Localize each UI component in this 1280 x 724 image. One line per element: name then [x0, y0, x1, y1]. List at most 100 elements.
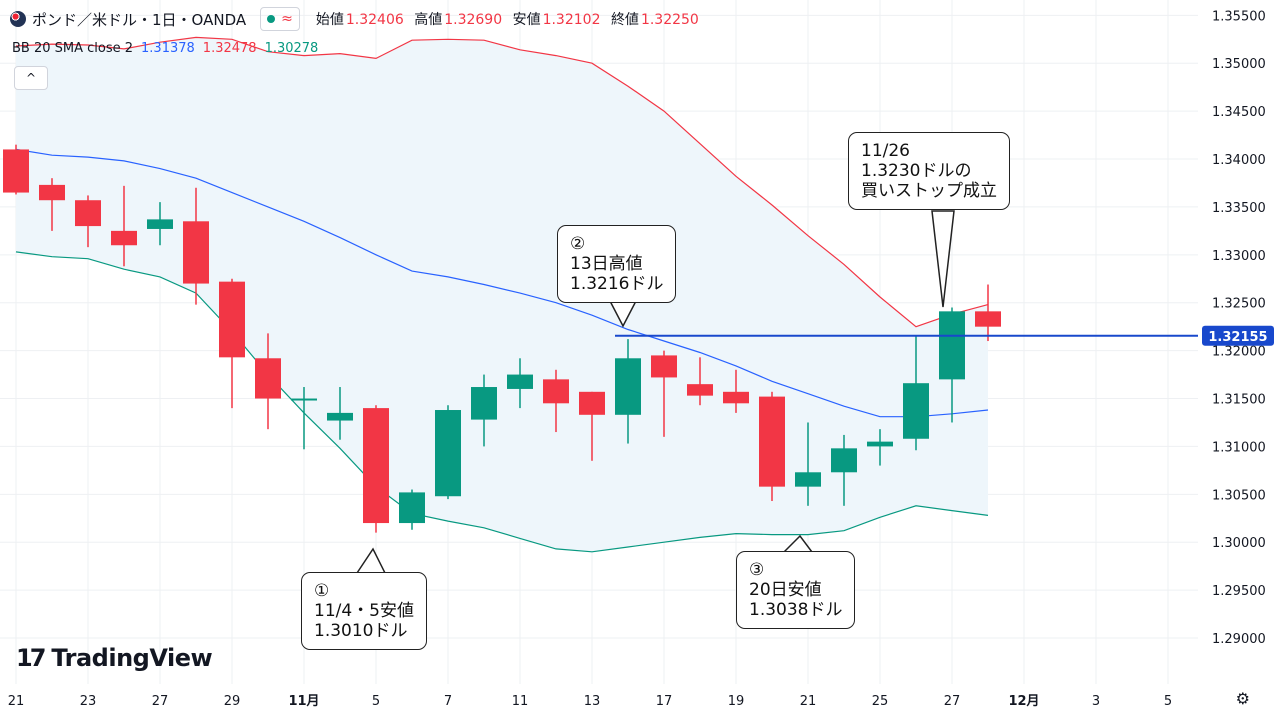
market-status-badge[interactable]: ≈ [260, 7, 300, 31]
candle-body [507, 374, 533, 389]
wave-icon: ≈ [281, 11, 293, 27]
time-axis: 21 23 27 29 11月 5 7 11 13 17 19 21 25 27 12月 3 5 [8, 694, 1172, 709]
time-tick-label: 25 [872, 694, 889, 709]
candle [903, 336, 929, 451]
bb-basis-value: 1.31378 [141, 40, 195, 56]
candle [795, 422, 821, 506]
candle [543, 369, 569, 433]
price-tick-label: 1.30000 [1212, 536, 1266, 551]
candle-body [183, 221, 209, 284]
time-axis-bg [0, 684, 1280, 720]
candle [867, 429, 893, 466]
price-tick-label: 1.33000 [1212, 249, 1266, 264]
bb-upper-value: 1.32478 [202, 40, 257, 56]
market-open-dot-icon [267, 15, 276, 23]
candle-body [615, 358, 641, 415]
tradingview-logo[interactable]: 17 TradingView [16, 644, 213, 672]
chart-header: ポンド／米ドル・1日・OANDA ≈ 始値 1.32406 高値 1.32690 安… [0, 0, 699, 38]
time-tick-label: 11 [512, 694, 529, 709]
price-tick-label: 1.29000 [1212, 632, 1266, 647]
price-tick-label: 1.32500 [1212, 297, 1266, 312]
candle [759, 391, 785, 502]
candle [975, 284, 1001, 342]
candle-body [219, 281, 245, 358]
bollinger-upper-line [15, 36, 989, 328]
candle [687, 357, 713, 406]
candle [651, 350, 677, 437]
candle [507, 358, 533, 409]
candle [255, 333, 281, 430]
candle [183, 187, 209, 305]
annotation-buy-stop-11-26: 11/26 1.3230ドルの 買いストップ成立 [848, 132, 1010, 210]
time-tick-label: 19 [728, 694, 745, 709]
callout-pointers [355, 210, 955, 574]
time-tick-label: 21 [800, 694, 817, 709]
bollinger-band-fill [16, 37, 988, 552]
candle-body [831, 448, 857, 473]
candle [291, 387, 317, 450]
annotation-high-13: ② 13日高値 1.3216ドル [557, 225, 677, 303]
annotation-low-20: ③ 20日安値 1.3038ドル [736, 551, 856, 629]
candle [579, 391, 605, 461]
indicator-legend[interactable]: BB 20 SMA close 2 1.31378 1.32478 1.3027… [12, 38, 326, 58]
candle-body [111, 230, 137, 246]
candle-body [795, 472, 821, 487]
candle-body [363, 408, 389, 524]
candle-body [543, 379, 569, 404]
candle [471, 374, 497, 447]
candle-body [291, 398, 317, 401]
bb-lower-value: 1.30278 [264, 40, 319, 56]
candle-body [255, 358, 281, 399]
price-label-text: 1.32155 [1208, 330, 1267, 345]
collapse-legend-button[interactable]: ^ [14, 66, 48, 90]
time-tick-label: 13 [584, 694, 601, 709]
candle-body [399, 492, 425, 524]
price-tick-label: 1.34000 [1212, 153, 1266, 168]
candles [3, 144, 1001, 533]
open-label: 始値 [315, 12, 344, 28]
time-tick-label: 5 [372, 694, 380, 709]
chevron-up-icon: ^ [25, 71, 37, 85]
time-tick-label: 12月 [1008, 694, 1039, 709]
time-tick-label: 5 [1164, 694, 1172, 709]
candle-body [723, 391, 749, 404]
last-price-label: 1.32155 [1202, 325, 1274, 346]
time-tick-label: 27 [152, 694, 169, 709]
candle [723, 369, 749, 413]
candle [219, 278, 245, 409]
candle-body [39, 184, 65, 201]
price-tick-label: 1.31000 [1212, 440, 1266, 455]
close-value: 1.32250 [640, 12, 699, 28]
time-tick-label: 23 [80, 694, 97, 709]
pointer-annotation-4 [931, 210, 955, 308]
candle [39, 178, 65, 231]
candle-body [939, 311, 965, 380]
indicator-name: BB 20 SMA close 2 [12, 40, 134, 56]
candle-body [687, 384, 713, 396]
pointer-annotation-1 [355, 547, 387, 574]
price-tick-label: 1.34500 [1212, 105, 1266, 120]
symbol-title[interactable]: ポンド／米ドル・1日・OANDA [32, 10, 247, 29]
ohlc-values: 始値 1.32406 高値 1.32690 安値 1.32102 終値 1.32250 [310, 9, 699, 29]
time-tick-label: 21 [8, 694, 25, 709]
low-label: 安値 [512, 12, 541, 28]
candle-body [327, 412, 353, 421]
candle-body [867, 441, 893, 447]
candle-body [579, 391, 605, 415]
candle [327, 387, 353, 440]
settings-gear-icon[interactable]: ⚙ [1235, 689, 1250, 708]
candle-body [75, 200, 101, 227]
candle-body [147, 219, 173, 229]
candle-body [759, 396, 785, 487]
candle [75, 195, 101, 248]
bollinger-basis-line [15, 148, 989, 418]
price-tick-label: 1.32000 [1212, 345, 1266, 360]
price-tick-label: 1.31500 [1212, 393, 1266, 408]
candle [399, 489, 425, 530]
open-value: 1.32406 [345, 12, 404, 28]
price-tick-label: 1.33500 [1212, 201, 1266, 216]
candle [147, 202, 173, 246]
time-tick-label: 29 [224, 694, 241, 709]
